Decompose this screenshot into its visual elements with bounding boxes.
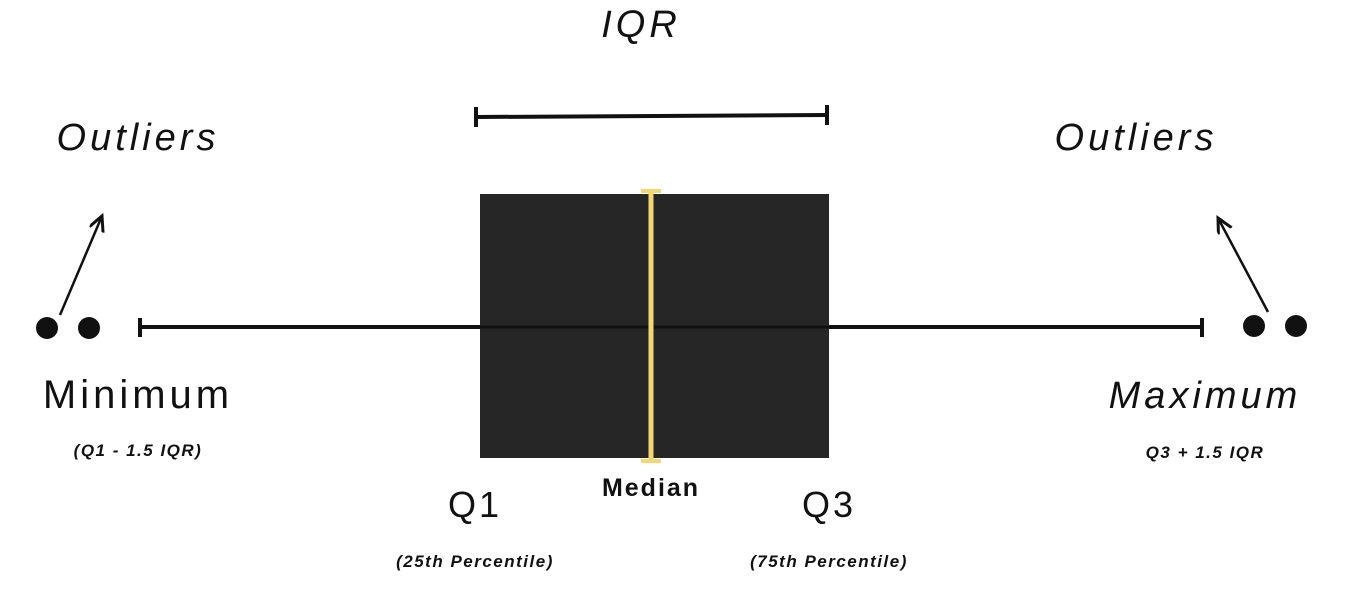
outliers-label-left: Outliers <box>57 117 220 159</box>
minimum-label: Minimum <box>43 373 233 417</box>
outlier-point-right-2 <box>1285 315 1307 337</box>
maximum-label: Maximum <box>1109 375 1302 417</box>
iqr-bracket <box>474 105 829 127</box>
iqr-label: IQR <box>601 4 681 46</box>
outlier-point-right-1 <box>1243 315 1265 337</box>
q3-label: Q3 <box>802 484 856 525</box>
q1-note: (25th Percentile) <box>396 552 554 571</box>
arrow-icon-right <box>1218 218 1270 313</box>
q1-label: Q1 <box>448 484 502 525</box>
median-line <box>641 189 661 463</box>
minimum-formula: (Q1 - 1.5 IQR) <box>74 441 203 460</box>
arrow-icon-left <box>58 216 102 316</box>
outliers-label-right: Outliers <box>1055 117 1218 159</box>
maximum-formula: Q3 + 1.5 IQR <box>1146 443 1265 462</box>
q3-note: (75th Percentile) <box>750 552 908 571</box>
outlier-point-left-1 <box>36 317 58 339</box>
outlier-point-left-2 <box>78 317 100 339</box>
median-label: Median <box>602 474 700 502</box>
